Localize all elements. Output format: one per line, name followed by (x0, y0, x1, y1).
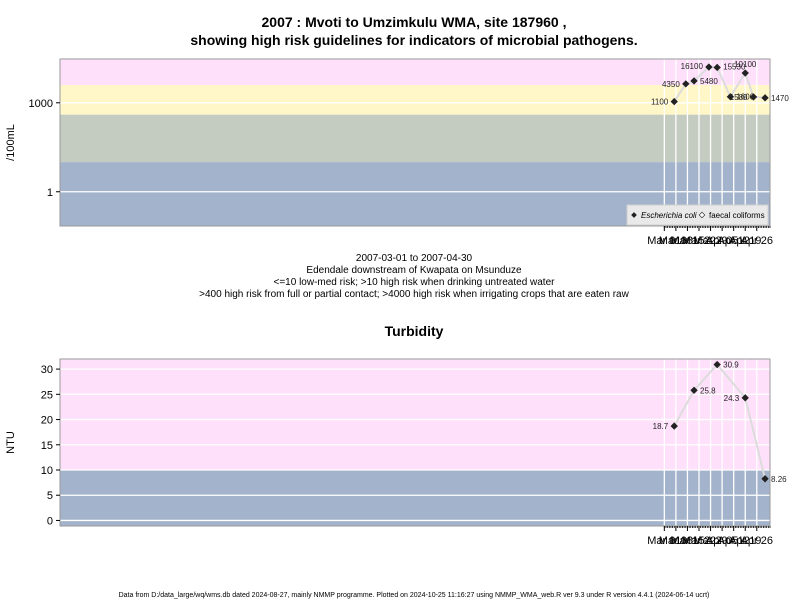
y-axis-label: NTU (5, 431, 17, 454)
x-tick-label: Apr 19 (729, 235, 761, 247)
x-tick-label: Apr 26 (741, 535, 773, 547)
x-tick-label: Mar 08 (659, 535, 693, 547)
x-tick-label: Mar 08 (659, 235, 693, 247)
y-tick-label: 20 (41, 415, 53, 427)
subtitle-line-4: >400 high risk from full or partial cont… (199, 289, 629, 300)
data-point (713, 360, 721, 369)
legend: Escherichia coli faecal coliforms (626, 204, 769, 226)
data-point (761, 475, 769, 483)
subtitle-line-1: 2007-03-01 to 2007-04-30 (356, 253, 473, 264)
plot-frame (59, 58, 771, 227)
risk-band-yellow (60, 84, 770, 115)
y-tick-label: 5 (47, 490, 53, 502)
data-label: 1100 (651, 98, 669, 107)
data-point (690, 386, 698, 394)
legend-marker-ecoli (631, 212, 637, 218)
y-tick-label: 25 (41, 389, 53, 401)
x-tick-label: Apr 19 (729, 535, 761, 547)
risk-band-pink (60, 59, 770, 85)
x-tick-label: Mar 01 (647, 535, 681, 547)
x-tick-label: Apr 26 (741, 235, 773, 247)
data-label: 24.3 (724, 394, 740, 403)
data-label: 1600 (736, 93, 754, 102)
data-label: 16100 (681, 62, 704, 71)
chart-title-line-2: showing high risk guidelines for indicat… (190, 32, 637, 48)
y-tick-label: 1 (47, 187, 53, 199)
risk-band-gray (60, 114, 770, 163)
x-tick-label: Mar 15 (670, 235, 704, 247)
data-label: 25.8 (700, 386, 716, 395)
data-label: 1470 (771, 94, 789, 103)
risk-band-blue (60, 469, 770, 526)
y-tick-label: 10 (41, 465, 53, 477)
plot-frame (59, 358, 771, 527)
y-tick-label: 30 (41, 364, 53, 376)
x-tick-label: Apr 12 (717, 235, 749, 247)
x-tick-label: Mar 01 (647, 235, 681, 247)
turbidity-title: Turbidity (385, 323, 444, 339)
footer-note: Data from D:/data_large/wq/wms.db dated … (119, 592, 710, 599)
data-point (670, 422, 678, 430)
x-tick-label: Mar 22 (682, 235, 716, 247)
data-label: 8.26 (771, 475, 787, 484)
y-tick-label: 15 (41, 440, 53, 452)
data-label: 1580 (730, 93, 748, 102)
data-point (741, 69, 749, 77)
x-tick-label: Mar 29 (693, 535, 727, 547)
y-tick-label: 1000 (29, 98, 53, 110)
x-tick-label: Apr 05 (706, 235, 738, 247)
subtitle-line-3: <=10 low-med risk; >10 high risk when dr… (274, 277, 556, 288)
data-label: 15530 (723, 62, 746, 71)
legend-label-faecal: faecal coliforms (709, 211, 765, 220)
x-tick-label: Mar 29 (693, 235, 727, 247)
x-tick-label: Apr 12 (717, 535, 749, 547)
data-label: 4350 (662, 80, 680, 89)
x-tick-label: Mar 15 (670, 535, 704, 547)
subtitle-line-2: Edendale downstream of Kwapata on Msundu… (306, 265, 522, 276)
legend-label-ecoli: Escherichia coli (641, 211, 697, 220)
data-label: 5480 (700, 77, 718, 86)
data-point (741, 394, 749, 402)
x-tick-label: Mar 22 (682, 535, 716, 547)
y-axis-label: /100mL (5, 124, 17, 161)
data-label: 10100 (734, 60, 757, 69)
legend-box (626, 204, 769, 226)
data-label: 30.9 (723, 361, 739, 370)
risk-band-pink (60, 359, 770, 470)
data-label: 18.7 (653, 422, 669, 431)
y-tick-label: 0 (47, 515, 53, 527)
data-point (749, 93, 758, 101)
chart-title-line-1: 2007 : Mvoti to Umzimkulu WMA, site 1879… (262, 14, 567, 30)
data-point (682, 80, 690, 88)
legend-marker-faecal (698, 211, 706, 219)
x-tick-label: Apr 05 (706, 535, 738, 547)
